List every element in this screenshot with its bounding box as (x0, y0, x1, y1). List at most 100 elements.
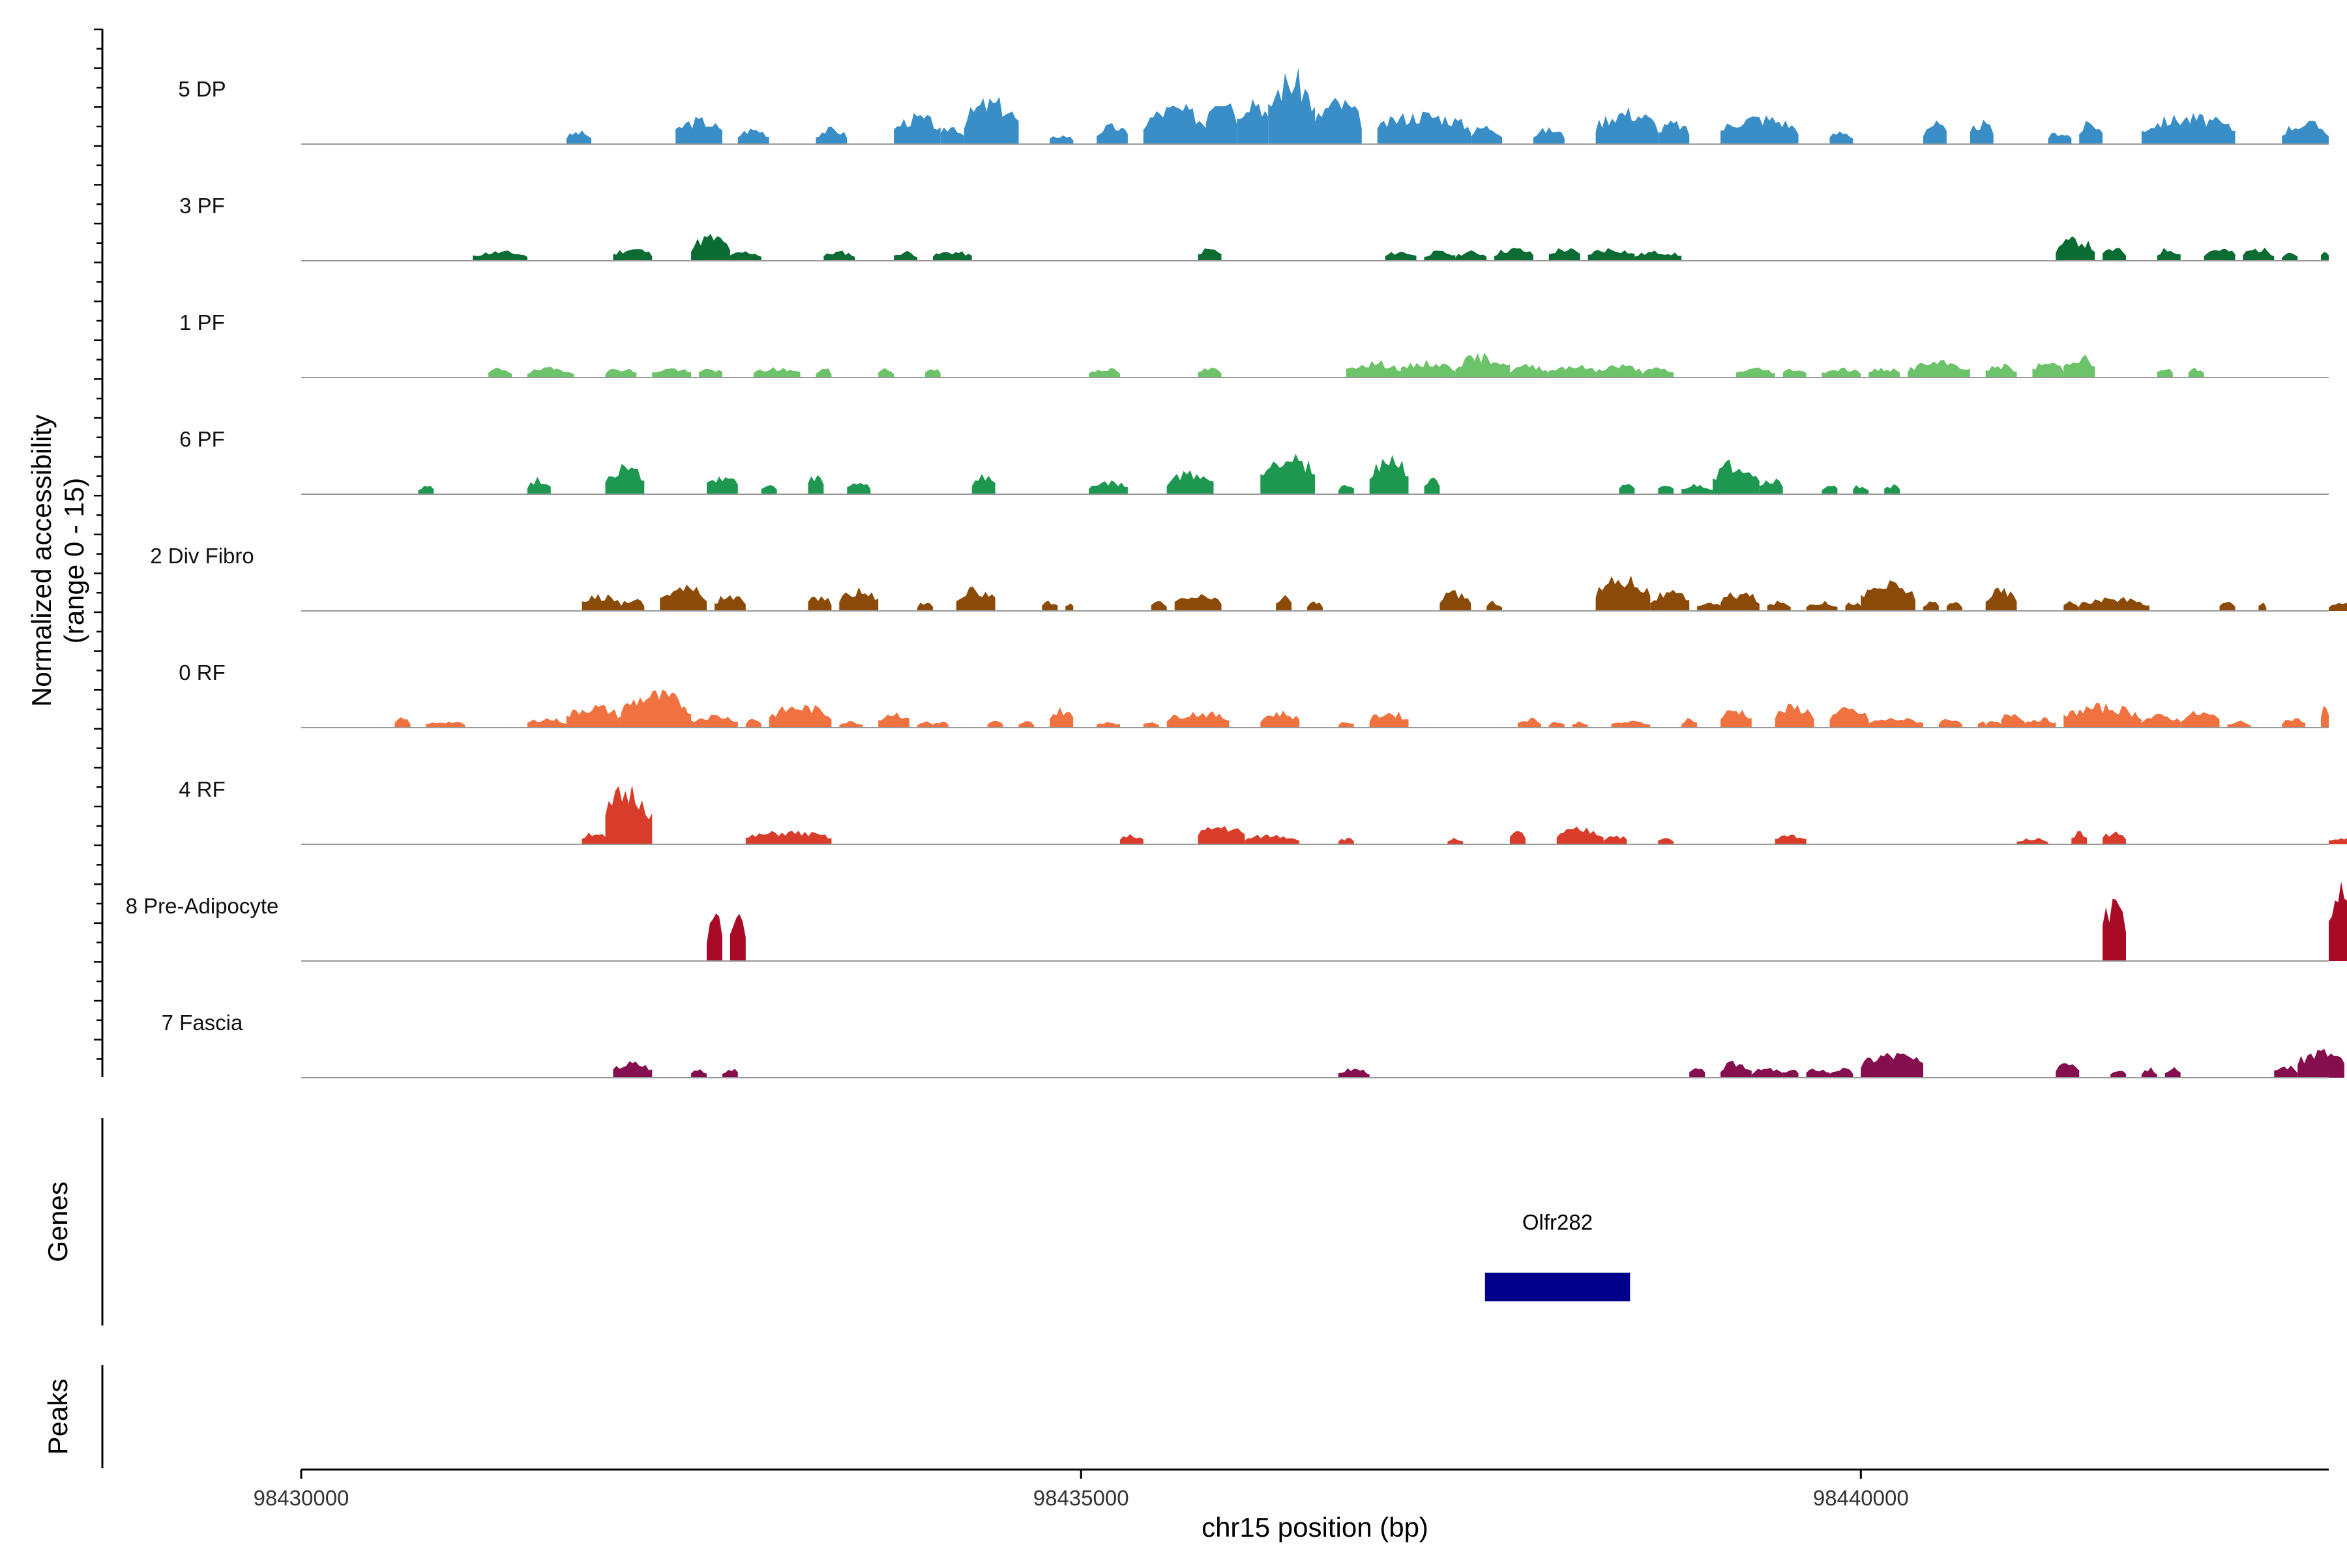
coverage-peak (2103, 831, 2126, 844)
coverage-peak (426, 721, 465, 728)
coverage-peak (2048, 132, 2072, 144)
coverage-peak (1455, 250, 1487, 261)
coverage-peak (1822, 485, 1838, 494)
coverage-peak (745, 831, 832, 844)
coverage-peak (691, 233, 730, 261)
coverage-peak (1634, 250, 1682, 261)
coverage-peak (987, 721, 1003, 728)
coverage-peak (2103, 248, 2126, 261)
coverage-peak (2282, 252, 2298, 261)
coverage-peak (964, 96, 1019, 144)
coverage-peak (621, 689, 692, 728)
coverage-peak (730, 913, 746, 961)
track-label: 5 DP (178, 77, 226, 101)
coverage-peak (605, 368, 637, 377)
coverage-peak (1861, 580, 1915, 611)
coverage-peak (1619, 484, 1635, 494)
coverage-peak (1369, 711, 1409, 728)
coverage-peak (808, 475, 824, 494)
coverage-peak (932, 722, 949, 728)
coverage-peak (1120, 834, 1144, 844)
x-axis-ticks: 98430000 98435000 98440000 (254, 1470, 1909, 1510)
coverage-peak (1829, 1067, 1853, 1078)
track-0-rf: 0 RF (179, 660, 2329, 728)
coverage-peak (1845, 602, 1861, 611)
coverage-peak (2219, 601, 2236, 611)
coverage-peak (1735, 367, 1775, 377)
coverage-peak (1065, 603, 1074, 611)
coverage-peak (1775, 703, 1814, 728)
coverage-peak (1268, 67, 1315, 144)
coverage-peak (2274, 1065, 2298, 1078)
coverage-peak (2063, 600, 2080, 611)
coverage-peak (1338, 837, 1354, 844)
coverage-peak (816, 126, 848, 144)
coverage-peak (1603, 835, 1627, 844)
gene-label: Olfr282 (1522, 1210, 1593, 1234)
coverage-peak (1923, 120, 1947, 144)
coverage-peak (1720, 115, 1799, 144)
coverage-peak (761, 485, 777, 494)
coverage-peak (1822, 368, 1861, 377)
coverage-peak (2227, 720, 2251, 728)
coverage-peak (1548, 248, 1580, 261)
coverage-peak (527, 366, 574, 377)
coverage-peak (1782, 1070, 1799, 1078)
x-tick-label: 98430000 (254, 1486, 349, 1510)
coverage-peak (1097, 722, 1120, 728)
coverage-peak (527, 477, 551, 494)
track-6-pf: 6 PF (179, 427, 2329, 495)
track-label: 8 Pre-Adipocyte (126, 894, 279, 918)
coverage-peak (1977, 721, 1986, 728)
coverage-peak (1946, 602, 1962, 611)
track-1-pf: 1 PF (179, 310, 2329, 378)
coverage-peak (1689, 1068, 1705, 1078)
coverage-peak (1050, 707, 1074, 728)
coverage-peak (894, 250, 917, 261)
coverage-peak (1042, 600, 1058, 611)
coverage-peak (1486, 600, 1503, 611)
coverage-peak (613, 1061, 653, 1078)
coverage-peak (2329, 881, 2347, 961)
coverage-peak (473, 250, 527, 261)
coverage-peak (745, 718, 761, 728)
coverage-peak (582, 833, 606, 844)
coverage-peak (808, 596, 832, 611)
track-label: 6 PF (179, 427, 225, 451)
coverage-peak (2079, 597, 2149, 611)
coverage-peak (1829, 131, 1853, 144)
coverage-peak (1260, 710, 1300, 728)
coverage-peak (1970, 119, 1994, 144)
coverage-peak (1751, 1067, 1783, 1078)
coverage-peak (1658, 838, 1674, 844)
track-7-fascia: 7 Fascia (162, 1011, 2344, 1078)
coverage-peak (2157, 368, 2173, 377)
coverage-peak (1782, 368, 1807, 377)
coverage-peak (1471, 125, 1503, 144)
coverage-peak (1853, 485, 1869, 494)
track-label: 7 Fascia (162, 1011, 243, 1035)
genes-panel: Genes Olfr282 (42, 1118, 1631, 1325)
track-2-div-fibro: 2 Div Fibro (150, 544, 2347, 612)
genes-panel-label: Genes (42, 1181, 73, 1262)
coverage-peak (839, 587, 879, 611)
coverage-peak (1050, 135, 1074, 144)
gene-annotations: Olfr282 (1484, 1210, 1631, 1301)
coverage-peak (699, 368, 722, 377)
coverage-peak (2141, 1067, 2157, 1078)
coverage-peak (932, 251, 972, 261)
coverage-peak (2079, 121, 2103, 144)
coverage-peak (1908, 359, 1970, 377)
coverage-peak (1767, 600, 1791, 611)
coverage-peak (1595, 364, 1643, 377)
coverage-peak (2329, 838, 2347, 844)
coverage-peak (1587, 248, 1635, 261)
y-axis-title-line-1: Normalized accessibility (26, 415, 57, 707)
coverage-peak (2071, 831, 2088, 844)
coverage-peak (2056, 236, 2095, 261)
peaks-panel: Peaks (42, 1365, 104, 1468)
coverage-peak (1775, 835, 1807, 844)
coverage-peak (2329, 602, 2347, 611)
coverage-peak (722, 1069, 738, 1078)
coverage-peak (1650, 589, 1690, 611)
